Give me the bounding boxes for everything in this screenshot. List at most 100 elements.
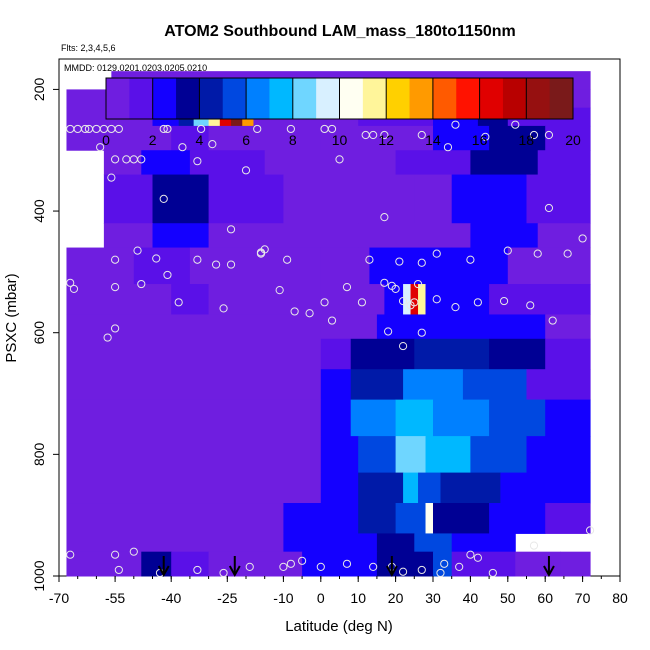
- sample-point: [380, 278, 389, 287]
- heatmap-cell: [152, 223, 210, 249]
- sample-point: [111, 282, 120, 292]
- heatmap-cell: [66, 338, 322, 370]
- x-tick-label: 80: [612, 590, 628, 606]
- heatmap-cell: [545, 125, 591, 151]
- sample-point: [563, 249, 572, 258]
- colorbar-segment: [176, 78, 200, 119]
- sample-point: [81, 124, 90, 134]
- heatmap-cell: [320, 247, 370, 285]
- heatmap-cell: [66, 472, 322, 504]
- heatmap-cell: [470, 436, 527, 474]
- x-tick-label: 70: [575, 590, 591, 606]
- heatmap-cell: [425, 503, 434, 534]
- sample-point: [473, 298, 482, 307]
- sample-point: [443, 143, 453, 152]
- heatmap-cell: [560, 551, 591, 577]
- heatmap-cell: [66, 369, 322, 401]
- colorbar-tick-label: 10: [332, 132, 348, 148]
- heatmap-cell: [489, 399, 546, 437]
- sample-point: [436, 568, 445, 578]
- sample-point: [159, 194, 168, 203]
- x-tick-label: -40: [161, 590, 181, 606]
- colorbar-tick-label: 0: [102, 132, 110, 148]
- heatmap-cell: [376, 533, 415, 553]
- heatmap-cell: [489, 284, 591, 315]
- sample-point: [417, 258, 426, 267]
- heatmap-cell: [526, 174, 591, 224]
- sample-point: [488, 568, 497, 578]
- sample-point: [406, 301, 415, 310]
- flight-arrow: [385, 556, 398, 578]
- heatmap-cell: [103, 174, 153, 224]
- heatmap-cell: [537, 150, 591, 176]
- heatmap-cell: [395, 436, 427, 474]
- sample-point: [369, 130, 378, 140]
- colorbar-segment: [339, 78, 364, 119]
- sample-point: [544, 203, 554, 213]
- flight-arrow: [157, 556, 170, 578]
- sample-point: [111, 255, 120, 264]
- sample-point: [413, 279, 423, 289]
- sample-point: [440, 559, 449, 568]
- sample-point: [193, 255, 202, 264]
- colorbar-segment: [409, 78, 434, 119]
- x-tick-label: 30: [425, 590, 441, 606]
- heatmap-cell: [376, 551, 434, 577]
- sample-point: [380, 213, 389, 222]
- heatmap-cell: [66, 533, 284, 553]
- sample-point: [193, 157, 202, 166]
- sample-point: [529, 130, 539, 140]
- heatmap-cell: [320, 314, 378, 340]
- sample-point: [226, 225, 236, 234]
- colorbar-segment: [526, 78, 551, 119]
- colorbar-segment: [246, 78, 270, 119]
- sample-point: [391, 284, 400, 294]
- heatmap-cell: [418, 284, 427, 315]
- sample-point: [103, 333, 112, 342]
- heatmap-cell: [462, 369, 527, 401]
- flights-note: Flts: 2,3,4,5,6: [61, 43, 116, 53]
- colorbar-segment: [199, 78, 224, 119]
- heatmap-cell: [425, 284, 434, 315]
- heatmap-cell: [283, 533, 378, 553]
- sample-point: [174, 298, 183, 307]
- colorbar-tick-label: 14: [425, 132, 441, 148]
- colorbar-segment: [269, 78, 294, 119]
- sample-point: [211, 260, 221, 269]
- sample-point: [305, 309, 314, 318]
- sample-point: [226, 260, 236, 269]
- sample-point: [548, 316, 557, 325]
- y-axis-label: PSXC (mbar): [3, 273, 20, 362]
- heatmap-cell: [66, 399, 322, 437]
- heatmap-cell: [141, 150, 191, 176]
- heatmap-cell: [66, 125, 172, 151]
- heatmap-cell: [264, 150, 397, 176]
- sample-point: [66, 550, 75, 559]
- heatmap-cell: [189, 150, 266, 176]
- y-tick-label: 600: [31, 321, 47, 345]
- heatmap-cell: [451, 533, 516, 553]
- sample-point: [111, 550, 120, 559]
- sample-point: [503, 246, 512, 255]
- sample-point: [432, 249, 441, 258]
- heatmap-cell: [414, 314, 546, 340]
- colorbar-segment: [152, 78, 177, 119]
- colorbar-segment: [106, 78, 130, 119]
- sample-point: [256, 248, 266, 257]
- heatmap-cell: [358, 503, 397, 534]
- heatmap-cell: [500, 472, 591, 504]
- sample-point: [316, 562, 325, 571]
- x-tick-label: 0: [317, 590, 325, 606]
- colorbar-segment: [479, 78, 504, 119]
- heatmap-cell: [515, 551, 561, 577]
- heatmap-cell: [171, 284, 210, 315]
- heatmap-cell: [451, 174, 527, 224]
- sample-point: [481, 132, 490, 141]
- colorbar-tick-label: 20: [565, 132, 581, 148]
- sample-point: [466, 255, 475, 264]
- heatmap-cell: [208, 174, 284, 224]
- sample-point: [417, 130, 426, 140]
- heatmap-cell: [208, 284, 322, 315]
- y-tick-label: 800: [31, 442, 47, 466]
